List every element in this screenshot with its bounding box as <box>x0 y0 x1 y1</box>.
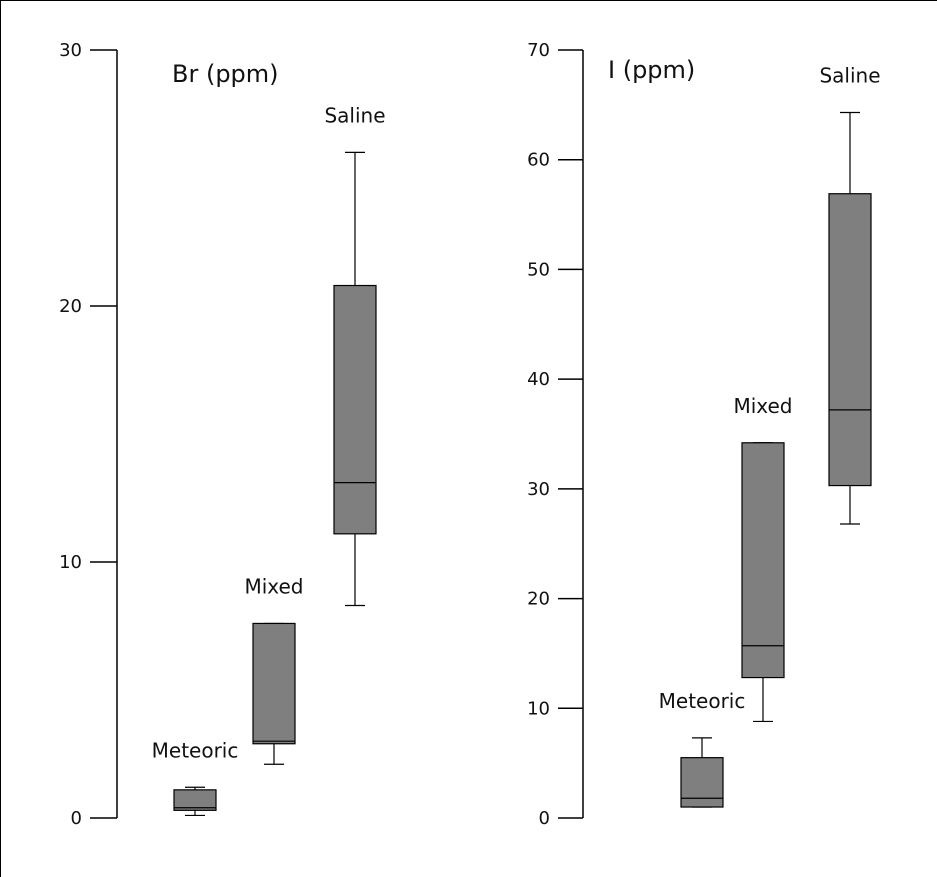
br-panel-title: Br (ppm) <box>172 60 279 88</box>
i-y-tick-label: 60 <box>527 150 550 171</box>
br-y-tick-label: 0 <box>71 808 82 829</box>
br-mixed-box <box>252 622 296 745</box>
i-y-tick-label: 0 <box>539 808 550 829</box>
i-panel: I (ppm) 0 10 20 30 40 50 60 70 Meteoric Mixed Sali… <box>527 40 880 829</box>
br-meteoric-box <box>173 789 217 811</box>
i-y-tick-label: 30 <box>527 479 550 500</box>
br-mixed-label: Mixed <box>244 574 303 598</box>
i-y-tick-label: 50 <box>527 259 550 280</box>
i-meteoric-label: Meteoric <box>659 689 746 713</box>
i-mixed-label: Mixed <box>733 394 792 418</box>
br-saline-box <box>333 284 377 535</box>
br-y-tick-label: 20 <box>59 296 82 317</box>
br-y-tick-label: 10 <box>59 552 82 573</box>
i-y-tick-label: 40 <box>527 369 550 390</box>
i-y-tick-label: 20 <box>527 589 550 610</box>
br-saline-label: Saline <box>324 103 385 127</box>
i-mixed-box <box>741 442 785 679</box>
br-y-tick-label: 30 <box>59 40 82 61</box>
i-y-tick-label: 10 <box>527 698 550 719</box>
i-meteoric-box <box>680 757 724 808</box>
i-saline-box <box>828 193 872 487</box>
br-panel: Br (ppm) 0 10 20 30 Meteoric Mixed Saline <box>59 40 385 829</box>
i-y-tick-label: 70 <box>527 40 550 61</box>
i-saline-label: Saline <box>819 64 880 88</box>
i-panel-title: I (ppm) <box>608 56 695 84</box>
br-meteoric-label: Meteoric <box>152 738 239 762</box>
